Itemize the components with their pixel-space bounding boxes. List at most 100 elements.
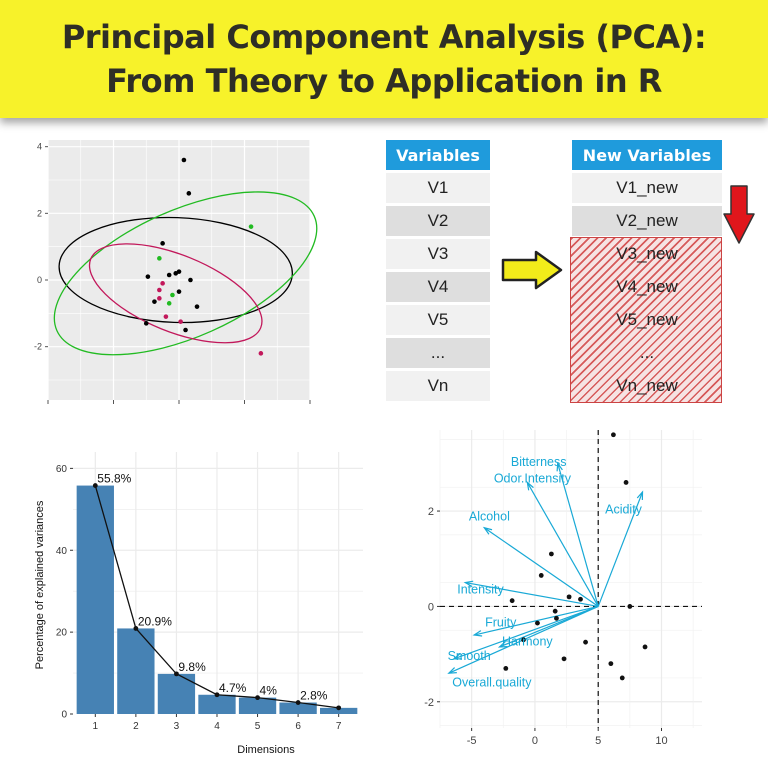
y-tick-label: 60 xyxy=(56,464,68,475)
bar xyxy=(76,485,114,714)
y-axis-label: Percentage of explained variances xyxy=(34,500,46,669)
new-variable-cell: V4_new xyxy=(616,277,678,296)
data-point xyxy=(178,319,183,324)
loading-vector xyxy=(474,605,599,636)
data-point xyxy=(623,480,629,485)
data-point xyxy=(554,615,559,621)
new-variable-cell: Vn_new xyxy=(616,376,678,395)
data-point xyxy=(157,256,162,261)
new-variables-header: New Variables xyxy=(572,140,722,170)
data-point xyxy=(152,299,157,304)
title-banner: Principal Component Analysis (PCA): From… xyxy=(0,0,768,118)
y-tick-label: -2 xyxy=(34,342,42,352)
new-variable-cell: V1_new xyxy=(572,173,722,203)
vector-arrowhead xyxy=(497,641,508,648)
x-axis-label: Dimensions xyxy=(237,744,295,756)
data-point xyxy=(160,281,165,286)
data-point xyxy=(521,637,526,643)
bar xyxy=(320,707,358,714)
vector-label: Intensity xyxy=(457,583,504,597)
x-tick-label: 1 xyxy=(93,721,99,732)
vector-arrowhead xyxy=(463,580,474,588)
data-point xyxy=(503,666,509,671)
bar xyxy=(238,697,277,714)
data-point xyxy=(258,351,264,356)
x-tick-label: 6 xyxy=(295,721,301,732)
variable-cell: V2 xyxy=(386,206,490,236)
data-point xyxy=(157,287,162,293)
data-point xyxy=(194,304,200,309)
confidence-ellipse xyxy=(88,243,263,344)
y-tick-label: -2 xyxy=(424,697,434,709)
vector-arrowhead xyxy=(636,490,644,500)
confidence-ellipse xyxy=(58,216,293,324)
data-point xyxy=(163,314,169,319)
data-label: 55.8% xyxy=(97,472,131,486)
trend-point xyxy=(336,705,342,711)
data-point xyxy=(170,292,175,298)
confidence-ellipse xyxy=(53,191,318,356)
data-point xyxy=(183,327,188,333)
y-tick-label: 40 xyxy=(56,546,68,557)
y-tick-label: 20 xyxy=(56,628,68,639)
new-variable-cell: V3_new xyxy=(616,244,678,263)
vector-arrowhead xyxy=(556,461,563,472)
data-point xyxy=(176,269,182,274)
y-tick-label: 2 xyxy=(428,506,434,518)
data-point xyxy=(619,675,625,681)
variables-table: Variables V1 V2 V3 V4 V5 ... Vn xyxy=(386,140,490,401)
trend-point xyxy=(133,626,139,631)
data-point xyxy=(538,573,544,578)
vector-label: Fruity xyxy=(485,615,517,629)
x-tick-label: 0 xyxy=(532,735,538,747)
loading-vector xyxy=(483,527,599,607)
vector-arrowhead xyxy=(472,630,483,637)
title-line-2: From Theory to Application in R xyxy=(106,62,662,100)
data-point xyxy=(166,272,172,278)
vector-arrowhead xyxy=(482,526,493,535)
vector-label: Bitterness xyxy=(511,455,567,469)
variable-cell: V4 xyxy=(386,272,490,302)
data-point xyxy=(535,620,540,626)
bar xyxy=(279,702,317,714)
data-point xyxy=(509,598,515,604)
data-point xyxy=(578,596,583,602)
data-point xyxy=(188,277,193,283)
trend-point xyxy=(214,692,220,698)
plot-background xyxy=(73,452,363,714)
arrow-right-icon xyxy=(501,250,563,290)
data-label: 20.9% xyxy=(138,614,172,628)
new-variable-cell: V5_new xyxy=(616,310,678,329)
data-point xyxy=(145,274,151,279)
new-variables-table: New Variables V1_new V2_new V3_new V4_ne… xyxy=(572,140,722,401)
x-tick-label: 2 xyxy=(133,721,139,732)
variable-cell: ... xyxy=(386,338,490,368)
y-tick-label: 4 xyxy=(37,142,42,152)
x-tick-label: 4 xyxy=(214,721,220,732)
data-point xyxy=(627,604,633,609)
variable-cell: V3 xyxy=(386,239,490,269)
x-tick-label: 5 xyxy=(255,721,261,732)
vector-label: Alcohol xyxy=(469,510,510,524)
y-tick-label: 0 xyxy=(37,275,42,285)
title-line-1: Principal Component Analysis (PCA): xyxy=(61,18,707,56)
data-point xyxy=(552,608,558,614)
data-point xyxy=(611,432,616,438)
x-tick-label: -5 xyxy=(467,735,477,747)
vector-label: Smooth xyxy=(448,649,491,663)
arrow-down-icon xyxy=(723,185,755,244)
plot-background xyxy=(440,430,702,728)
vector-label: Harmony xyxy=(502,635,553,649)
vector-arrowhead xyxy=(447,667,457,674)
new-variable-cell: V2_new xyxy=(572,206,722,236)
data-point xyxy=(642,644,648,650)
data-point xyxy=(143,321,149,326)
data-point xyxy=(176,289,182,294)
trend-point xyxy=(295,700,301,705)
loading-vector xyxy=(453,605,599,660)
data-point xyxy=(181,157,187,163)
data-label: 4.7% xyxy=(219,681,247,695)
new-variable-cell: ... xyxy=(639,343,655,362)
trend-point xyxy=(174,671,179,677)
